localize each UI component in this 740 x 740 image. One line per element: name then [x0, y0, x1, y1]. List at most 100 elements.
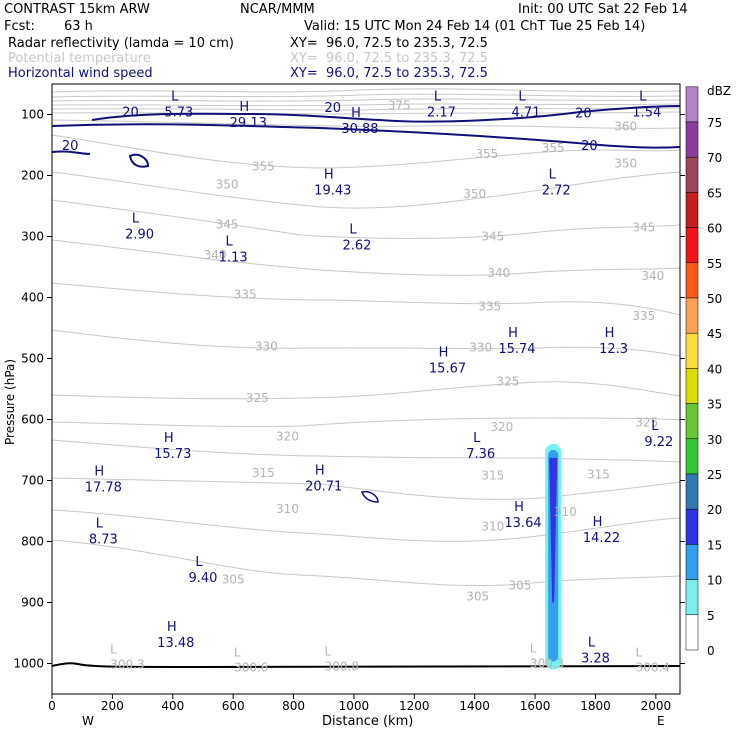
valid-time: Valid: 15 UTC Mon 24 Feb 14 (01 ChT Tue … — [304, 19, 646, 34]
y-axis-label: Pressure (hPa) — [3, 359, 17, 445]
wind-extreme-value: 29.13 — [230, 116, 267, 131]
theta-label: 305 — [509, 578, 532, 592]
colorbar-level: 5 — [707, 609, 715, 623]
theta-extreme-kind: L — [325, 644, 332, 658]
theta-line-355 — [51, 134, 681, 169]
theta-label: 355 — [475, 147, 498, 161]
colorbar-swatch — [685, 544, 699, 580]
field-theta-name: Potential temperature — [8, 51, 151, 66]
wind-extreme-value: 17.78 — [85, 481, 122, 496]
wind-extreme-kind: H — [315, 463, 325, 478]
theta-label: 310 — [481, 519, 504, 533]
wind-extreme-value: 2.17 — [427, 105, 456, 120]
wind-extreme-kind: L — [226, 235, 234, 250]
theta-label: 325 — [246, 391, 269, 405]
field-reflectivity-xy: XY= 96.0, 72.5 to 235.3, 72.5 — [290, 36, 488, 51]
colorbar-swatch — [685, 332, 699, 369]
wind-extreme-value: 13.64 — [504, 516, 541, 531]
wind-extreme-kind: L — [651, 419, 659, 434]
colorbar-swatch — [685, 614, 699, 651]
y-tick-label: 500 — [21, 352, 44, 366]
x-tick-label: 1600 — [520, 699, 551, 713]
east-label: E — [657, 714, 665, 728]
wind-extreme-kind: H — [167, 620, 177, 635]
theta-label: 360 — [614, 120, 637, 134]
theta-label: 305 — [222, 572, 245, 586]
theta-label: 320 — [490, 420, 513, 434]
theta-label: 350 — [216, 178, 239, 192]
theta-label: 350 — [614, 156, 637, 170]
wind-extreme-value: 8.73 — [89, 532, 118, 547]
theta-extreme-value: 300.3 — [110, 658, 144, 672]
colorbar-swatch — [685, 403, 699, 440]
colorbar-swatch — [685, 156, 699, 193]
wind-extreme-value: 15.67 — [429, 362, 466, 377]
colorbar-level: 35 — [707, 398, 722, 412]
colorbar-swatch — [685, 438, 699, 475]
west-label: W — [82, 714, 94, 728]
x-tick-label: 1000 — [339, 699, 370, 713]
colorbar-level: 50 — [707, 292, 722, 306]
theta-label: 310 — [276, 502, 299, 516]
wind-contour-label: 20 — [325, 101, 342, 116]
wind-extreme-value: 2.90 — [125, 227, 154, 242]
wind-contour-label: 20 — [62, 139, 79, 154]
colorbar-swatch — [685, 473, 699, 510]
wind-extreme-value: 15.74 — [498, 342, 535, 357]
theta-line-305 — [51, 509, 681, 542]
wind-extreme-kind: H — [239, 100, 249, 115]
wind-extreme-kind: H — [605, 326, 615, 341]
y-axis-ticks: 100 200 300 400 500 600 700 800 900 1000 — [13, 108, 685, 671]
init-time: Init: 00 UTC Sat 22 Feb 14 — [518, 2, 688, 17]
colorbar-level: 40 — [707, 362, 722, 376]
theta-line-335 — [51, 282, 681, 316]
wind-extreme-value: 2.62 — [342, 238, 371, 253]
colorbar-level: 60 — [707, 222, 722, 236]
colorbar-swatch — [685, 579, 699, 616]
colorbar-level: 15 — [707, 538, 722, 552]
colorbar-swatch — [685, 508, 699, 545]
colorbar-swatch — [685, 227, 699, 264]
theta-line-345 — [51, 199, 681, 239]
y-tick-label: 1000 — [13, 657, 44, 671]
theta-label: 325 — [635, 416, 658, 430]
colorbar-level: 70 — [707, 151, 722, 165]
x-tick-label: 1200 — [399, 699, 430, 713]
colorbar-swatch — [685, 262, 699, 299]
wind-extreme-kind: L — [518, 89, 526, 104]
colorbar-swatch — [685, 192, 699, 228]
field-wind-name: Horizontal wind speed — [8, 66, 153, 81]
theta-label: 345 — [481, 230, 504, 244]
theta-label: 315 — [587, 467, 610, 481]
x-axis-label: Distance (km) — [322, 714, 413, 729]
wind-extreme-value: 30.88 — [341, 122, 378, 137]
wind-extreme-kind: L — [349, 222, 357, 237]
theta-contours — [51, 119, 681, 587]
theta-label: 315 — [252, 466, 275, 480]
wind-extreme-kind: L — [639, 89, 647, 104]
wind-extreme-kind: H — [593, 515, 603, 530]
wind-extreme-kind: H — [439, 346, 449, 361]
colorbar-swatch — [685, 368, 699, 404]
colorbar-level: 25 — [707, 468, 722, 482]
wind-extreme-kind: L — [96, 516, 104, 531]
theta-line-315 — [51, 439, 681, 463]
x-tick-label: 400 — [161, 699, 184, 713]
y-tick-label: 100 — [21, 108, 44, 122]
wind-extreme-kind: H — [514, 500, 524, 515]
wind-contour-label: 20 — [575, 107, 592, 122]
theta-line-360 — [51, 119, 681, 129]
colorbar-level: 45 — [707, 327, 722, 341]
theta-label: 325 — [496, 375, 519, 389]
wind-extreme-kind: L — [434, 89, 442, 104]
x-axis-ticks: 0 200 400 600 800 1000 1200 1400 1600 1800 2000 — [48, 694, 671, 713]
wind-extreme-value: 1.13 — [219, 251, 248, 266]
theta-label: 355 — [252, 159, 275, 173]
fcst-value: 63 h — [64, 19, 93, 34]
wind-extreme-kind: L — [549, 167, 557, 182]
wind-20-upper — [51, 123, 681, 149]
theta-extreme-kind: L — [635, 646, 642, 660]
wind-extreme-value: 9.40 — [188, 571, 217, 586]
reflectivity-band — [545, 443, 562, 670]
